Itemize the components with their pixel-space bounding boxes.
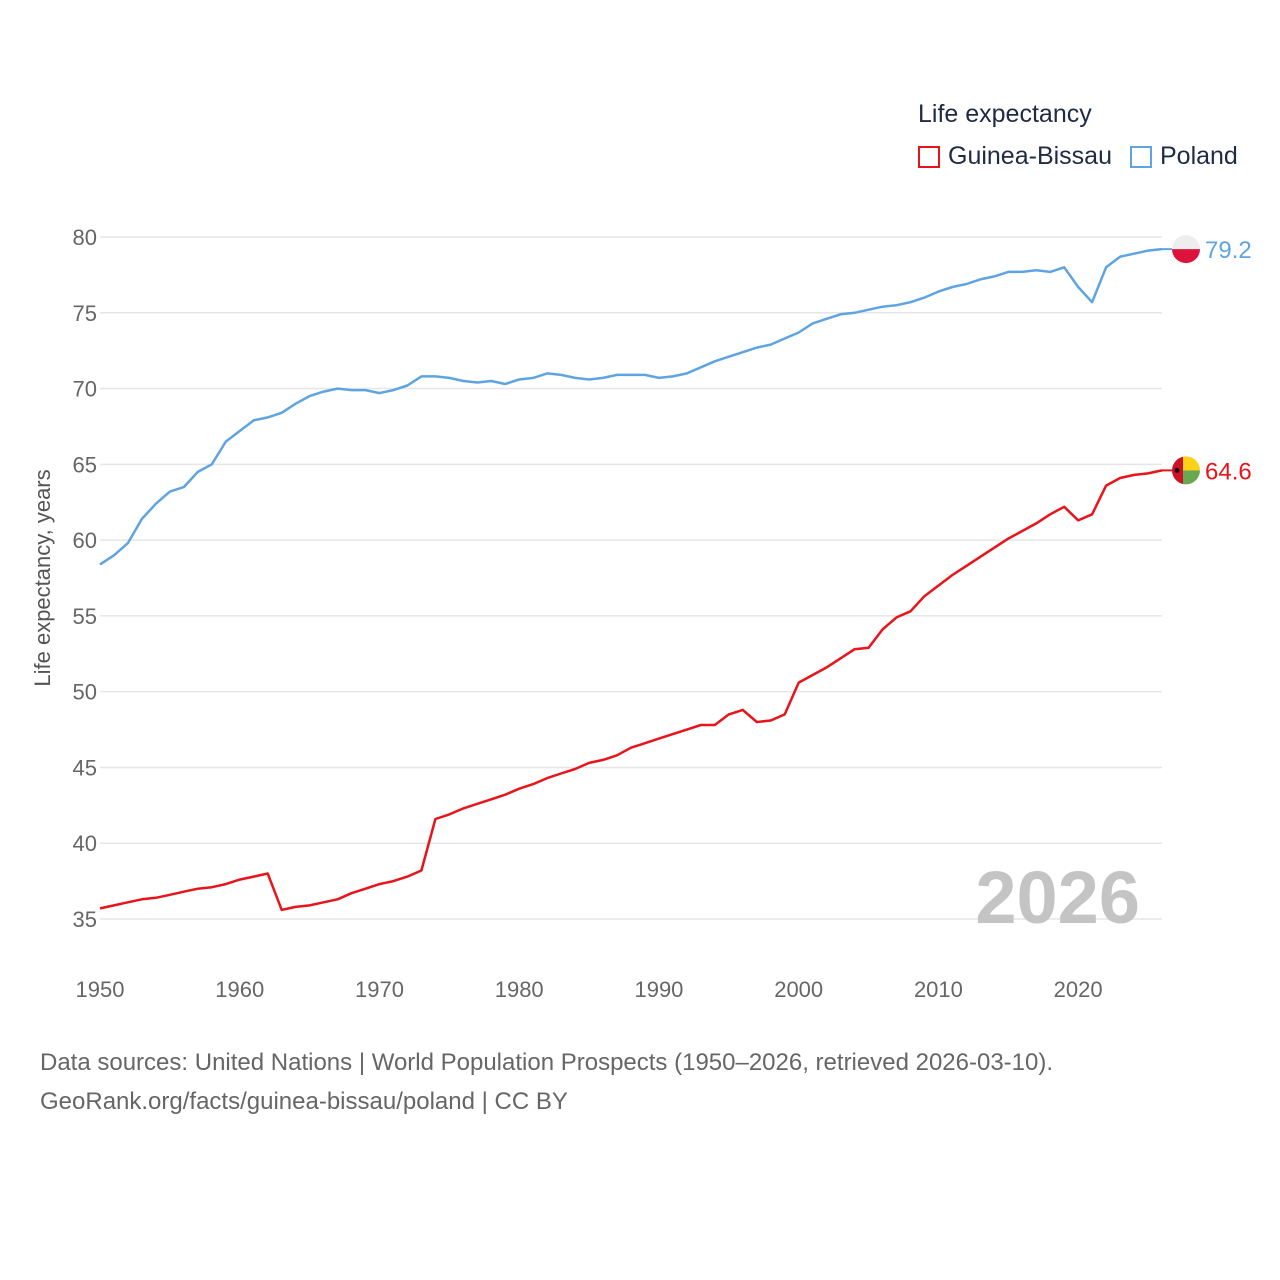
line-chart: 35 40 45 50 55 60 65 70 75 80 1950 1960 1970 1980 199… <box>30 225 1252 1002</box>
end-value-label-guinea-bissau: 64.6 <box>1205 458 1252 485</box>
y-tick-label: 50 <box>73 680 97 705</box>
legend-label-guinea-bissau: Guinea-Bissau <box>948 142 1112 170</box>
y-tick-label: 55 <box>73 604 97 629</box>
footer: Data sources: United Nations | World Pop… <box>40 1043 1053 1121</box>
series-line-poland[interactable] <box>99 247 1163 566</box>
source-link[interactable]: GeoRank.org/facts/guinea-bissau/poland |… <box>40 1088 568 1115</box>
x-tick-label: 1960 <box>215 977 264 1002</box>
legend: Guinea-Bissau Poland <box>918 142 1256 171</box>
y-tick-label: 75 <box>73 301 97 326</box>
legend-label-poland: Poland <box>1159 142 1238 170</box>
series-group <box>99 247 1163 912</box>
y-tick-label: 60 <box>73 528 97 553</box>
legend-swatch-guinea-bissau <box>918 145 940 168</box>
data-sources-text: Data sources: United Nations | World Pop… <box>40 1049 1054 1076</box>
x-tick-label: 2010 <box>914 977 963 1002</box>
x-tick-label: 1990 <box>634 977 683 1002</box>
x-tick-label: 2020 <box>1054 977 1103 1002</box>
flag-icon-poland <box>1172 235 1200 264</box>
y-tick-label: 45 <box>73 755 97 780</box>
legend-swatch-poland <box>1129 145 1152 168</box>
x-tick-label: 1970 <box>355 977 404 1002</box>
legend-title: Life expectancy <box>918 100 1092 128</box>
x-axis: 1950 1960 1970 1980 1990 2000 2010 2020 <box>76 977 1103 1002</box>
year-watermark: 2026 <box>975 856 1140 939</box>
flag-icon-guinea-bissau <box>1172 456 1200 485</box>
x-tick-label: 1980 <box>495 977 544 1002</box>
y-tick-label: 65 <box>73 452 97 477</box>
grid <box>100 236 1162 920</box>
y-tick-label: 40 <box>73 831 97 856</box>
x-tick-label: 2000 <box>774 977 823 1002</box>
legend-item-poland[interactable]: Poland <box>1129 142 1238 171</box>
y-tick-label: 80 <box>73 225 97 250</box>
y-axis-title: Life expectancy, years <box>30 469 55 686</box>
y-tick-label: 35 <box>73 907 97 932</box>
end-value-label-poland: 79.2 <box>1205 237 1252 264</box>
y-axis: 35 40 45 50 55 60 65 70 75 80 <box>73 225 97 932</box>
series-line-guinea-bissau[interactable] <box>99 469 1163 912</box>
legend-item-guinea-bissau[interactable]: Guinea-Bissau <box>918 142 1112 171</box>
x-tick-label: 1950 <box>76 977 125 1002</box>
end-markers: 79.2 64.6 <box>1162 235 1252 485</box>
y-tick-label: 70 <box>73 377 97 402</box>
